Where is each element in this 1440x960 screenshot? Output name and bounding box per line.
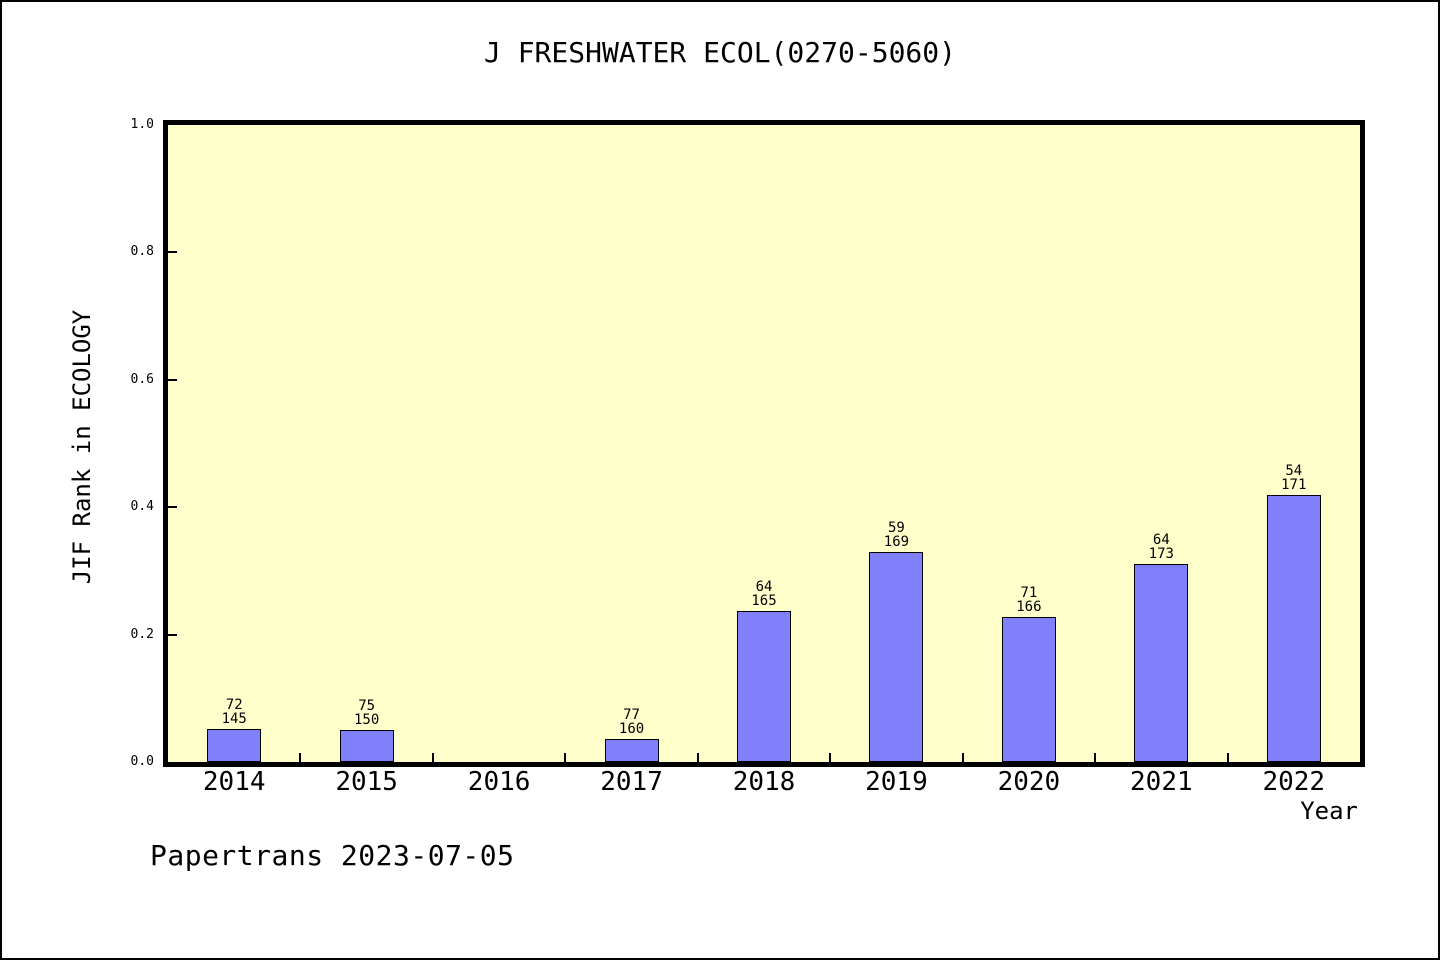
bar-value-label-2021: 64 173: [1148, 531, 1174, 562]
x-tick-mark: [696, 753, 699, 762]
bar-value-label-2014: 72 145: [221, 696, 247, 727]
x-tick-label-2016: 2016: [467, 767, 531, 797]
x-tick-label-2021: 2021: [1130, 767, 1193, 797]
plot-area: 72 145 75 150 77 160 64 165 59 169 71 166 64 1…: [163, 120, 1365, 767]
bar-2017: [604, 739, 659, 762]
x-tick-mark: [1094, 753, 1097, 762]
x-tick-mark: [1226, 753, 1229, 762]
bar-value-label-2017: 77 160: [618, 707, 645, 738]
bar-2021: [1134, 563, 1189, 762]
bar-value-label-2015: 75 150: [354, 698, 380, 729]
bar-2014: [207, 728, 262, 762]
x-tick-mark: [299, 753, 302, 762]
x-tick-label-2022: 2022: [1262, 767, 1326, 797]
x-tick-label-2015: 2015: [335, 767, 398, 797]
x-tick-label-2020: 2020: [997, 767, 1061, 797]
bar-2019: [869, 551, 924, 762]
x-tick-label-2019: 2019: [865, 767, 928, 797]
x-tick-mark: [564, 753, 567, 762]
y-tick-mark: [168, 251, 177, 254]
y-tick-mark: [168, 633, 177, 636]
bar-value-label-2022: 54 171: [1281, 463, 1307, 494]
y-tick-label-0.0: 0.0: [130, 754, 154, 769]
x-tick-mark: [829, 753, 832, 762]
watermark-caption: Papertrans 2023-07-05: [150, 839, 515, 872]
x-tick-label-2018: 2018: [732, 767, 796, 797]
x-tick-label-2014: 2014: [202, 767, 266, 797]
x-tick-mark: [431, 753, 434, 762]
bar-2015: [339, 730, 394, 762]
bar-value-label-2019: 59 169: [883, 519, 910, 550]
x-axis-label: Year: [1300, 797, 1358, 825]
x-tick-label-2017: 2017: [600, 767, 663, 797]
y-tick-mark: [168, 378, 177, 381]
y-tick-mark: [168, 506, 177, 509]
bar-2022: [1266, 495, 1321, 762]
y-tick-label-0.2: 0.2: [130, 626, 154, 642]
y-tick-label-0.4: 0.4: [130, 499, 154, 515]
bar-2018: [737, 611, 791, 762]
y-axis-label: JIF Rank in ECOLOGY: [68, 309, 96, 585]
x-tick-mark: [961, 753, 964, 762]
y-tick-label-0.6: 0.6: [130, 371, 154, 387]
bar-value-label-2018: 64 165: [751, 579, 777, 610]
chart-title: J FRESHWATER ECOL(0270-5060): [483, 36, 956, 69]
y-tick-label-0.8: 0.8: [130, 244, 154, 260]
y-tick-label-1.0: 1.0: [130, 117, 154, 132]
bar-2020: [1001, 616, 1056, 762]
bar-value-label-2020: 71 166: [1016, 584, 1042, 615]
